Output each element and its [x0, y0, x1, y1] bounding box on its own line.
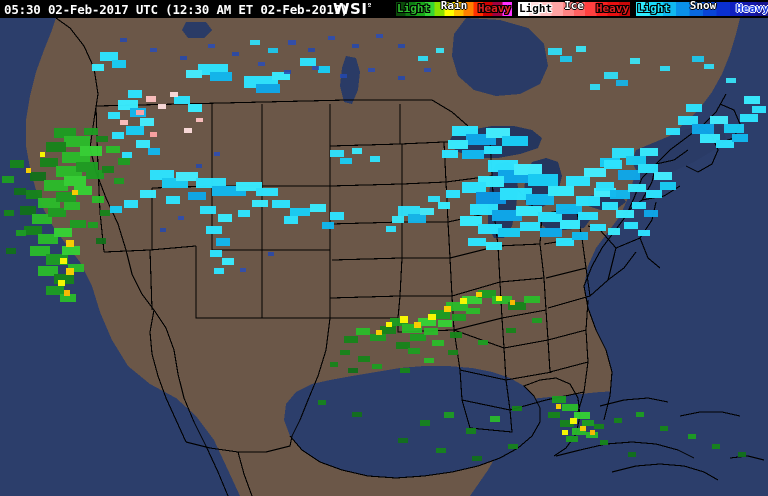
precip-rain-florida — [548, 396, 746, 457]
precip-rain-gulf — [318, 400, 522, 461]
legend-snow-heavy-label: Heavy — [735, 2, 768, 15]
legend-snow-light-label: Light — [637, 2, 671, 15]
precip-rain-midsouth — [330, 290, 542, 373]
precip-snow-speckle — [120, 34, 431, 272]
legend-rain-title: Rain — [440, 0, 468, 12]
legend-rain-gradient — [396, 2, 512, 16]
legend-ice[interactable]: Light Ice Heavy — [518, 0, 630, 16]
precip-snow-canada — [250, 40, 736, 90]
precip-ice-pockets — [120, 92, 203, 137]
header-bar: 05:30 02-Feb-2017 UTC (12:30 AM ET 02-Fe… — [0, 0, 768, 18]
legend-ice-light-label: Light — [519, 2, 553, 15]
legend-snow[interactable]: Light Snow Heavy — [636, 0, 768, 16]
legend-ice-heavy-label: Heavy — [595, 2, 629, 15]
precip-snow-northwest — [92, 52, 330, 158]
legend-ice-title: Ice — [564, 0, 584, 12]
wsi-logo-text: WSI — [333, 0, 368, 18]
legend-snow-gradient — [636, 2, 768, 16]
precip-snow-greatlakes — [438, 126, 620, 250]
precip-snow-greatbasin — [110, 170, 344, 274]
legend-ice-gradient — [518, 2, 630, 16]
precip-snow-plains — [330, 148, 440, 232]
wsi-registered-mark: º — [367, 2, 372, 10]
timestamp-label: 05:30 02-Feb-2017 UTC (12:30 AM ET 02-Fe… — [4, 1, 349, 17]
precip-snow-northeast — [596, 96, 766, 236]
legend-rain-light-label: Light — [397, 2, 431, 15]
wsi-logo: WSIº — [333, 0, 372, 18]
legend-snow-title: Snow — [689, 0, 717, 12]
legend-rain-heavy-label: Heavy — [477, 2, 511, 15]
legend-rain[interactable]: Light Rain Heavy — [396, 0, 512, 16]
legend-group: Light Rain Heavy Light Ice Heavy Light S… — [396, 0, 768, 18]
precip-rain-westcoast — [2, 128, 130, 302]
